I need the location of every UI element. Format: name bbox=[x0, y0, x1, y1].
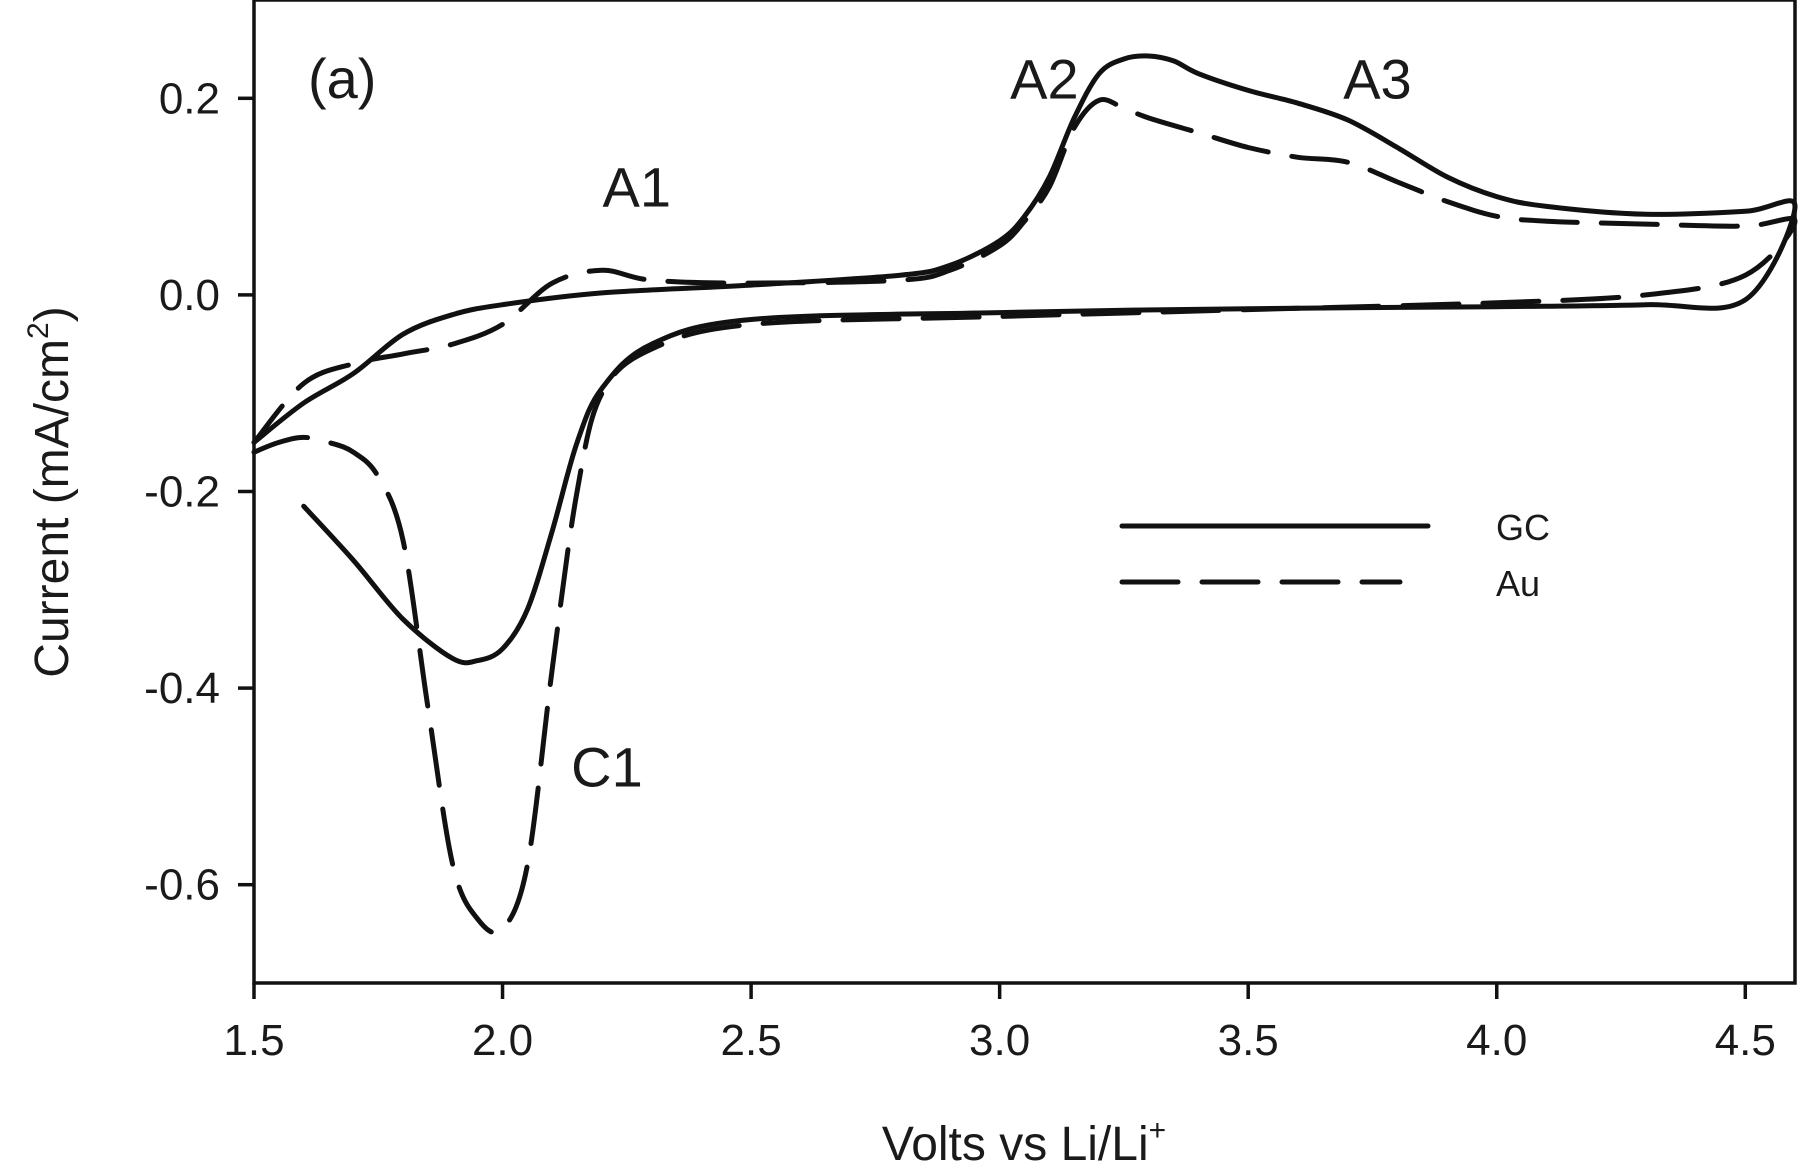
x-tick-label: 4.0 bbox=[1466, 1016, 1527, 1065]
annotation-layer: A1 A2 A3 C1 bbox=[571, 47, 1412, 798]
x-tick-label: 4.5 bbox=[1715, 1016, 1776, 1065]
y-tick-label: -0.2 bbox=[144, 468, 220, 517]
y-axis-title-tail: ) bbox=[26, 306, 79, 322]
y-tick-label: -0.6 bbox=[144, 861, 220, 910]
x-tick-label: 3.0 bbox=[969, 1016, 1030, 1065]
tick-layer: 1.5 2.0 2.5 3.0 3.5 4.0 4.5 -0.6 -0.4 -0.2 0.0 0.2 bbox=[144, 74, 1776, 1065]
x-axis-title-base: Volts vs Li/Li bbox=[882, 1118, 1149, 1171]
x-axis-title: Volts vs Li/Li+ bbox=[882, 1114, 1166, 1171]
annotation-a1: A1 bbox=[603, 155, 672, 218]
x-tick-label: 3.5 bbox=[1218, 1016, 1279, 1065]
panel-label: (a) bbox=[308, 47, 376, 110]
annotation-a2: A2 bbox=[1010, 47, 1079, 110]
x-axis-title-sup: + bbox=[1149, 1114, 1167, 1147]
legend-label-gc: GC bbox=[1496, 507, 1550, 548]
y-tick-label: -0.4 bbox=[144, 664, 220, 713]
x-tick-label: 2.5 bbox=[721, 1016, 782, 1065]
series-line-au bbox=[251, 97, 1798, 936]
x-tick-label: 1.5 bbox=[223, 1016, 284, 1065]
y-axis-title: Current (mA/cm2) bbox=[22, 306, 79, 677]
x-tick-label: 2.0 bbox=[472, 1016, 533, 1065]
series-layer bbox=[251, 53, 1798, 936]
y-tick-label: 0.2 bbox=[159, 74, 220, 123]
legend-label-au: Au bbox=[1496, 563, 1540, 604]
y-axis-title-sup: 2 bbox=[22, 322, 55, 339]
y-axis-title-base: Current (mA/cm bbox=[26, 339, 79, 678]
legend: GC Au bbox=[1119, 507, 1550, 604]
y-tick-label: 0.0 bbox=[159, 271, 220, 320]
plot-frame bbox=[252, 0, 1797, 985]
annotation-c1: C1 bbox=[571, 735, 643, 798]
annotation-a3: A3 bbox=[1343, 47, 1412, 110]
